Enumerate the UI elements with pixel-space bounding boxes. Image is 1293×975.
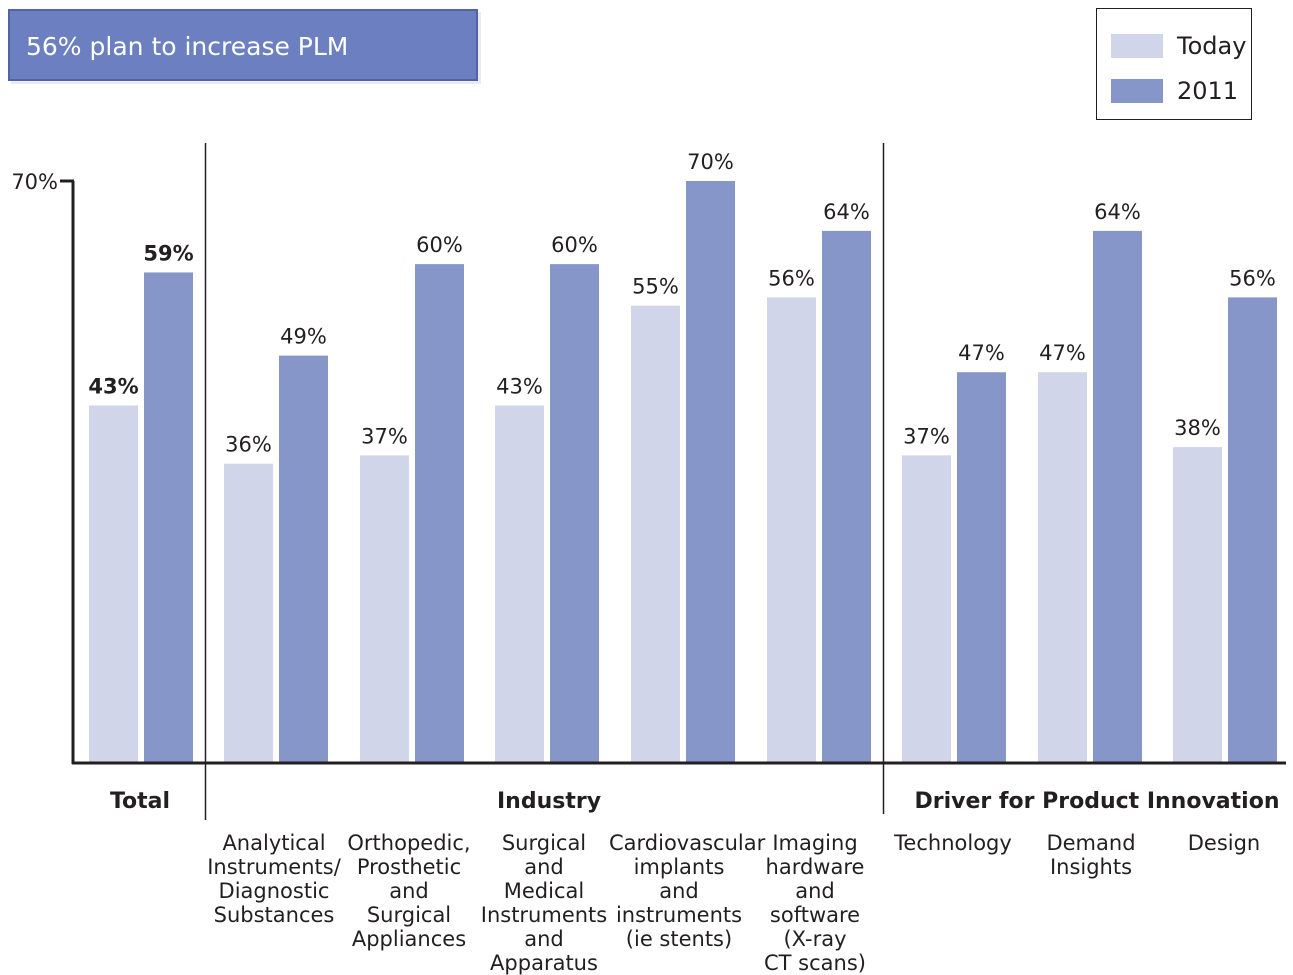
bar-today-7: [1038, 372, 1087, 763]
category-label-design: Design: [1187, 831, 1261, 855]
category-label-demand-insights: Demand Insights: [1046, 831, 1136, 879]
bar-today-0: [89, 405, 138, 763]
data-label-2011-6: 47%: [958, 341, 1005, 365]
legend-swatch-2011: [1111, 79, 1163, 103]
data-label-today-3: 43%: [496, 374, 543, 398]
category-label-orthopedic: Orthopedic, Prosthetic and Surgical Appl…: [347, 831, 471, 951]
y-axis-tick-label: 70%: [11, 170, 58, 194]
data-label-today-6: 37%: [903, 424, 950, 448]
data-label-today-0: 43%: [88, 374, 138, 398]
bar-today-3: [495, 405, 544, 763]
chart-legend: Today 2011: [1096, 8, 1252, 120]
bar-2011-6: [957, 372, 1006, 763]
data-label-2011-8: 56%: [1229, 266, 1276, 290]
bar-2011-7: [1093, 230, 1142, 763]
category-label-surgical: Surgical and Medical Instruments and App…: [480, 831, 608, 975]
bar-today-4: [631, 305, 680, 763]
legend-label-today: Today: [1177, 32, 1247, 60]
legend-swatch-today: [1111, 34, 1163, 58]
group-label-total: Total: [109, 789, 171, 814]
data-label-2011-7: 64%: [1094, 200, 1141, 224]
bar-today-8: [1173, 447, 1222, 763]
data-label-today-7: 47%: [1039, 341, 1086, 365]
bar-today-2: [360, 455, 409, 763]
category-label-imaging: Imaging hardware and software (X-ray CT …: [764, 831, 866, 975]
category-label-cardiovascular: Cardiovascular implants and instruments …: [609, 831, 766, 951]
headline-banner: 56% plan to increase PLM spending.: [8, 9, 478, 133]
data-label-today-4: 55%: [632, 275, 679, 299]
bar-2011-3: [550, 264, 599, 763]
category-label-technology: Technology: [894, 831, 1012, 855]
bar-today-5: [767, 297, 816, 763]
data-label-2011-0: 59%: [143, 241, 193, 265]
category-label-analytical: Analytical Instruments/ Diagnostic Subst…: [207, 831, 341, 927]
legend-label-2011: 2011: [1177, 77, 1239, 105]
data-label-2011-1: 49%: [280, 325, 327, 349]
data-label-2011-4: 70%: [687, 150, 734, 174]
data-label-2011-2: 60%: [416, 233, 463, 257]
bar-2011-8: [1228, 297, 1277, 763]
bar-2011-1: [279, 355, 328, 763]
bar-2011-5: [822, 230, 871, 763]
group-label-industry: Industry: [496, 789, 602, 814]
bar-2011-2: [415, 264, 464, 763]
bar-2011-0: [144, 272, 193, 763]
data-label-today-8: 38%: [1174, 416, 1221, 440]
data-label-today-2: 37%: [361, 424, 408, 448]
bar-today-6: [902, 455, 951, 763]
data-label-today-1: 36%: [225, 433, 272, 457]
bar-2011-4: [686, 181, 735, 763]
group-label-driver: Driver for Product Innovation: [914, 789, 1280, 814]
bar-today-1: [224, 463, 273, 763]
data-label-2011-3: 60%: [551, 233, 598, 257]
data-label-today-5: 56%: [768, 266, 815, 290]
data-label-2011-5: 64%: [823, 200, 870, 224]
